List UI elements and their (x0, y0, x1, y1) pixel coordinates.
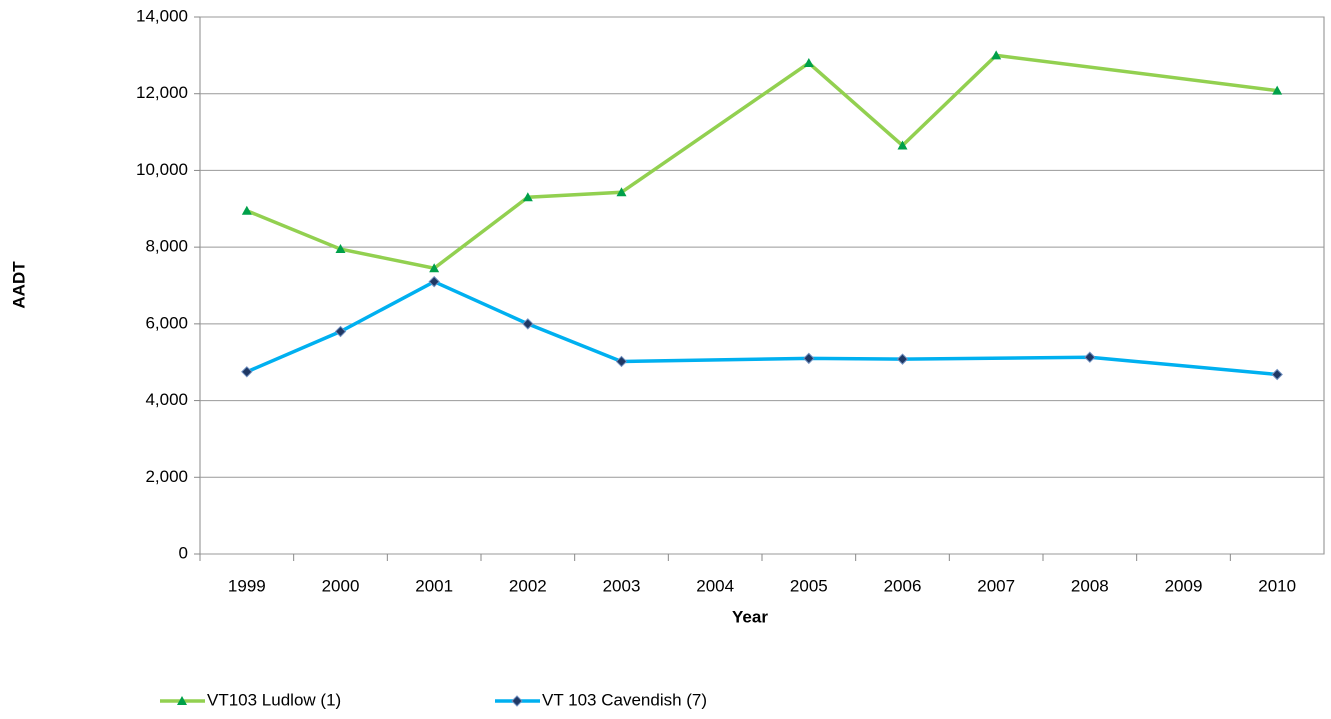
y-tick-label: 14,000 (136, 6, 188, 25)
x-tick-label: 2006 (884, 576, 922, 595)
data-point (615, 355, 628, 368)
x-tick-label: 2007 (977, 576, 1015, 595)
x-tick-label: 2005 (790, 576, 828, 595)
data-point (896, 353, 909, 365)
y-tick-label: 4,000 (145, 390, 188, 409)
data-point (1271, 368, 1283, 381)
x-tick-label: 2009 (1165, 576, 1203, 595)
data-point (522, 192, 533, 202)
data-point (991, 50, 1002, 60)
y-tick-label: 6,000 (145, 313, 188, 332)
data-point (803, 58, 814, 68)
y-tick-label: 8,000 (145, 237, 188, 256)
x-tick-label: 2001 (415, 576, 453, 595)
x-tick-label: 2010 (1258, 576, 1296, 595)
legend-label: VT103 Ludlow (1) (207, 690, 341, 709)
y-tick-label: 2,000 (145, 467, 188, 486)
data-point (429, 263, 440, 273)
series-line (246, 279, 1278, 377)
data-point (1272, 85, 1283, 95)
x-tick-label: 2002 (509, 576, 547, 595)
data-point (241, 366, 253, 378)
series-line (246, 53, 1278, 271)
data-point (616, 187, 627, 197)
data-point (897, 140, 908, 150)
y-tick-label: 0 (179, 543, 188, 562)
x-tick-label: 2000 (322, 576, 360, 595)
x-tick-label: 2008 (1071, 576, 1109, 595)
legend-marker (177, 696, 187, 705)
x-tick-label: 1999 (228, 576, 266, 595)
x-axis-label: Year (732, 607, 768, 626)
data-point (522, 318, 534, 330)
plot-area (199, 16, 1325, 555)
data-point (335, 244, 346, 254)
data-point (241, 205, 252, 215)
data-point (334, 325, 347, 338)
x-tick-label: 2003 (603, 576, 641, 595)
data-point (1084, 351, 1096, 363)
x-tick-label: 2004 (696, 576, 734, 595)
y-tick-label: 10,000 (136, 160, 188, 179)
y-tick-label: 12,000 (136, 83, 188, 102)
data-point (803, 352, 815, 365)
legend-label: VT 103 Cavendish (7) (542, 690, 707, 709)
data-point (428, 275, 440, 288)
legend-marker (511, 695, 523, 707)
y-axis-label: AADT (9, 261, 28, 309)
